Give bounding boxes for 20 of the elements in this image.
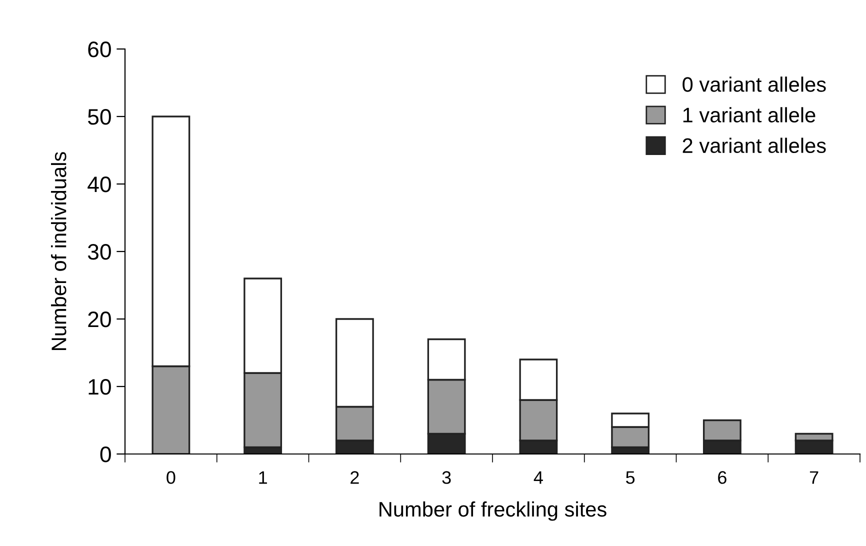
y-tick-label: 0 [100, 446, 111, 462]
y-tick-label: 60 [88, 42, 111, 58]
x-tick-label: 7 [810, 471, 818, 484]
x-tick-label: 6 [718, 471, 726, 484]
x-tick-label: 0 [166, 471, 176, 484]
x-tick-label: 1 [259, 471, 267, 484]
legend-label: 1 variant allele [683, 107, 816, 122]
x-tick-label: 5 [626, 471, 635, 484]
y-tick-label: 40 [88, 176, 111, 192]
y-tick-label: 20 [88, 312, 111, 328]
x-tick-label: 3 [442, 471, 451, 484]
x-tick-label: 2 [350, 471, 359, 484]
x-tick-label: 4 [534, 471, 543, 484]
y-tick-label: 50 [88, 109, 111, 125]
legend-label: 2 variant alleles [682, 138, 826, 154]
legend-label: 0 variant alleles [682, 76, 826, 92]
x-axis-title: Number of freckling sites [380, 501, 606, 521]
y-tick-label: 10 [88, 379, 111, 395]
y-axis-title: Number of individuals [51, 152, 66, 350]
y-tick-label: 30 [88, 244, 111, 260]
